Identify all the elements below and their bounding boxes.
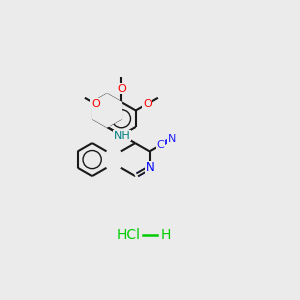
Text: O: O [117,84,126,94]
Text: N: N [146,161,154,174]
Text: O: O [143,99,152,109]
Text: N: N [167,134,176,144]
Text: HCl: HCl [116,228,140,242]
Text: O: O [91,99,100,109]
Polygon shape [93,94,122,127]
Circle shape [98,101,116,120]
Text: H: H [160,228,171,242]
Text: NH: NH [114,130,130,141]
Text: C: C [157,140,164,150]
